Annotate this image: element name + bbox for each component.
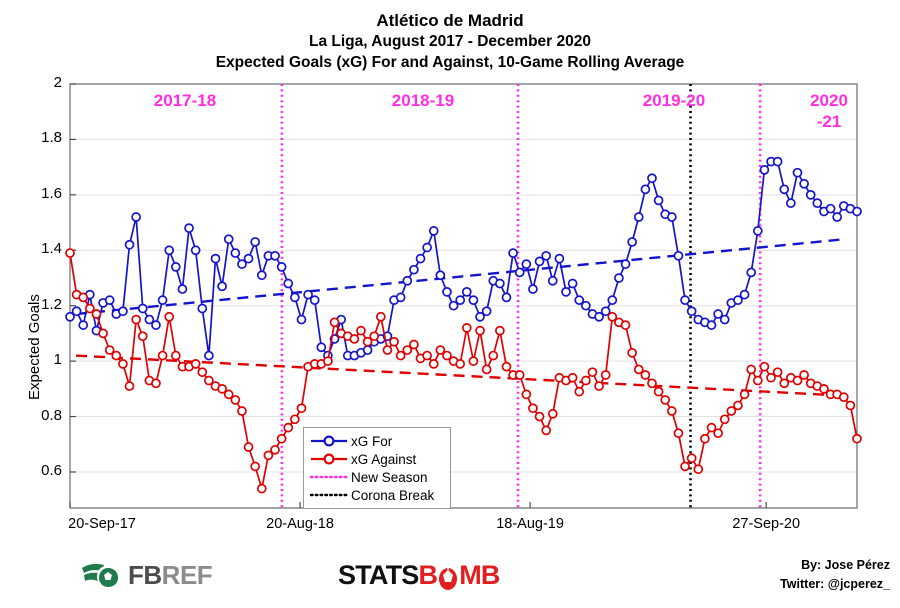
- author-credit: By: Jose Pérez Twitter: @jcperez_: [780, 556, 890, 594]
- chart-subtitle-league: La Liga, August 2017 - December 2020: [309, 33, 591, 51]
- chart-subtitle-metric: Expected Goals (xG) For and Against, 10-…: [215, 53, 685, 71]
- season-label: 2019-20: [642, 91, 706, 110]
- season-label: 2017-18: [153, 91, 217, 110]
- season-label: 2018-19: [391, 91, 455, 110]
- y-axis-tick-label: 1: [53, 351, 62, 369]
- y-axis-tick-label: 1.4: [41, 240, 62, 258]
- statsbomb-ball-icon: [437, 565, 459, 590]
- legend-item: New Season: [309, 468, 445, 486]
- y-axis-tick-label: 0.6: [41, 461, 62, 479]
- y-axis-tick-label: 1.8: [41, 129, 62, 147]
- author-twitter: Twitter: @jcperez_: [780, 576, 890, 591]
- legend-swatch-corona-break: [309, 487, 349, 503]
- y-axis-tick-label: 1.6: [41, 184, 62, 202]
- legend-label-xg-against: xG Against: [351, 451, 417, 467]
- season-label: 2020 -21: [810, 91, 848, 132]
- legend-item: xG For: [309, 432, 445, 450]
- legend-item: xG Against: [309, 450, 445, 468]
- legend-swatch-xg-for: [309, 433, 349, 449]
- y-axis-tick-label: 2: [53, 74, 62, 91]
- page-title: Atlético de Madrid: [376, 11, 524, 30]
- y-axis-tick-label: 0.8: [41, 406, 62, 424]
- statsbomb-mb-text: MB: [459, 560, 500, 590]
- y-axis-tick-label: 1.2: [41, 295, 62, 313]
- legend-label-xg-for: xG For: [351, 433, 393, 449]
- statsbomb-stats-text: STATS: [338, 560, 419, 590]
- legend-item: Corona Break: [309, 486, 445, 504]
- legend-swatch-xg-against: [309, 451, 349, 467]
- x-axis-tick-label: 20-Aug-18: [266, 516, 334, 532]
- chart-title-block: Atlético de Madrid La Liga, August 2017 …: [0, 10, 900, 73]
- x-axis-tick-label: 27-Sep-20: [732, 516, 801, 532]
- fbref-fb-text: FB: [128, 560, 162, 590]
- legend-label-corona-break: Corona Break: [351, 487, 435, 503]
- fbref-logo: FBREF: [80, 560, 213, 590]
- legend-label-new-season: New Season: [351, 469, 428, 485]
- fbref-ref-text: REF: [161, 560, 213, 590]
- x-axis-tick-label: 18-Aug-19: [496, 516, 564, 532]
- fbref-mark-icon: [82, 564, 119, 588]
- legend-swatch-new-season: [309, 469, 349, 485]
- fbref-wordmark: FBREF: [128, 560, 213, 590]
- statsbomb-b-text: B: [418, 560, 438, 590]
- x-axis-tick-label: 20-Sep-17: [68, 516, 136, 532]
- statsbomb-logo: STATS B MB: [338, 560, 500, 590]
- chart-legend: xG For xG Against New Season: [303, 427, 451, 509]
- author-name: By: Jose Pérez: [801, 558, 890, 572]
